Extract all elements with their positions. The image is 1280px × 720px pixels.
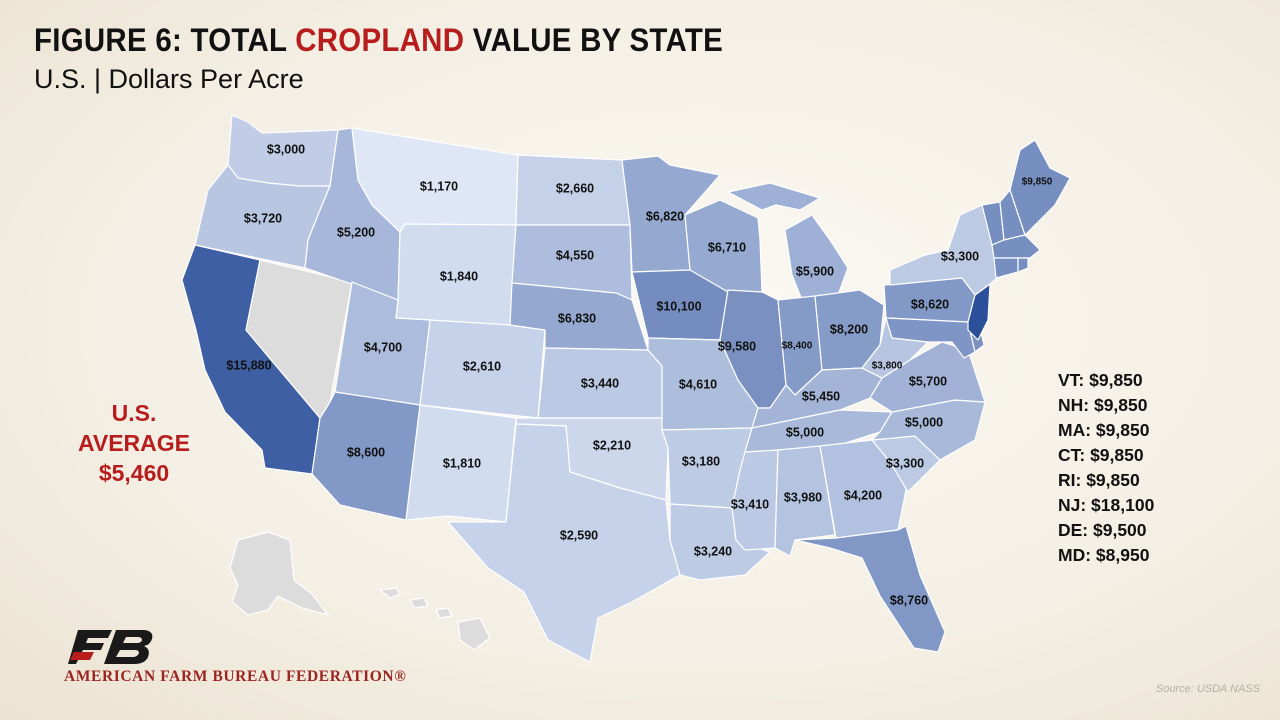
registered-mark: ® <box>394 668 407 685</box>
state-label-mn: $6,820 <box>646 209 684 223</box>
state-label-ms: $3,410 <box>731 497 769 511</box>
state-label-wy: $1,840 <box>440 269 478 283</box>
state-me <box>1009 139 1071 236</box>
us-average-line1: U.S. <box>111 400 157 426</box>
state-label-ok: $2,210 <box>593 438 631 452</box>
state-label-va: $5,700 <box>909 374 947 388</box>
state-ri <box>1017 257 1029 273</box>
state-ga <box>819 439 909 539</box>
state-label-la: $3,240 <box>694 544 732 558</box>
state-label-fl: $8,760 <box>890 593 928 607</box>
ne-list-item: RI: $9,850 <box>1058 470 1140 490</box>
state-label-az: $8,600 <box>347 445 385 459</box>
ne-list-item: NH: $9,850 <box>1058 395 1148 415</box>
state-label-wi: $6,710 <box>708 240 746 254</box>
state-label-oh: $8,200 <box>830 322 868 336</box>
state-label-in: $8,400 <box>782 341 813 352</box>
state-label-mo: $4,610 <box>679 377 717 391</box>
state-tx <box>447 423 681 663</box>
ne-list-item: MA: $9,850 <box>1058 420 1150 440</box>
state-mi <box>727 182 849 301</box>
state-label-sc: $3,300 <box>886 456 924 470</box>
organization-name: AMERICAN FARM BUREAU FEDERATION® <box>64 668 407 685</box>
state-shapes <box>181 114 1071 663</box>
state-label-mt: $1,170 <box>420 179 458 193</box>
title-highlight: CROPLAND <box>295 22 465 58</box>
state-label-al: $3,980 <box>784 490 822 504</box>
state-label-wa: $3,000 <box>267 142 305 156</box>
state-label-ca: $15,880 <box>226 358 271 372</box>
ne-list-item: DE: $9,500 <box>1058 520 1147 540</box>
state-label-nc: $5,000 <box>905 415 943 429</box>
northeast-values-list: VT: $9,850 NH: $9,850 MA: $9,850 CT: $9,… <box>1058 368 1154 568</box>
farm-bureau-logo-icon <box>68 630 153 664</box>
ne-list-item: VT: $9,850 <box>1058 370 1143 390</box>
state-label-ia: $10,100 <box>656 299 701 313</box>
state-label-ga: $4,200 <box>844 488 882 502</box>
state-label-nd: $2,660 <box>556 181 594 195</box>
state-hi <box>379 587 491 651</box>
state-label-il: $9,580 <box>718 339 756 353</box>
state-ct <box>993 257 1019 279</box>
state-label-id: $5,200 <box>337 225 375 239</box>
us-average-callout: U.S. AVERAGE $5,460 <box>64 398 204 488</box>
us-average-line2: AVERAGE <box>77 430 191 456</box>
state-label-wv: $3,800 <box>872 361 903 372</box>
ne-list-item: CT: $9,850 <box>1058 445 1144 465</box>
state-label-mi: $5,900 <box>796 264 834 278</box>
state-label-or: $3,720 <box>244 211 282 225</box>
state-label-co: $2,610 <box>463 359 501 373</box>
ne-list-item: NJ: $18,100 <box>1058 495 1155 515</box>
state-label-ne: $6,830 <box>558 311 596 325</box>
figure-title: FIGURE 6: TOTAL CROPLAND VALUE BY STATE <box>34 22 724 58</box>
state-label-pa: $8,620 <box>911 297 949 311</box>
state-nm <box>405 404 517 523</box>
state-wi <box>684 199 763 293</box>
state-label-ny: $3,300 <box>941 249 979 263</box>
source-note: Source: USDA NASS <box>1155 683 1260 695</box>
state-label-tx: $2,590 <box>560 528 598 542</box>
state-value-labels: $3,000 $3,720 $15,880 $5,200 $1,170 $1,840 $4,… <box>226 142 1052 607</box>
state-label-me: $9,850 <box>1022 177 1053 188</box>
state-label-nm: $1,810 <box>443 456 481 470</box>
state-label-sd: $4,550 <box>556 248 594 262</box>
state-fl <box>794 525 946 653</box>
state-label-tn: $5,000 <box>786 425 824 439</box>
state-label-ar: $3,180 <box>682 454 720 468</box>
us-average-value: $5,460 <box>98 460 170 486</box>
state-label-ut: $4,700 <box>364 340 402 354</box>
state-co <box>419 319 546 419</box>
state-ak <box>229 531 329 616</box>
state-label-ks: $3,440 <box>581 376 619 390</box>
figure-subtitle: U.S. | Dollars Per Acre <box>34 64 304 94</box>
ne-list-item: MD: $8,950 <box>1058 545 1150 565</box>
state-label-ky: $5,450 <box>802 389 840 403</box>
